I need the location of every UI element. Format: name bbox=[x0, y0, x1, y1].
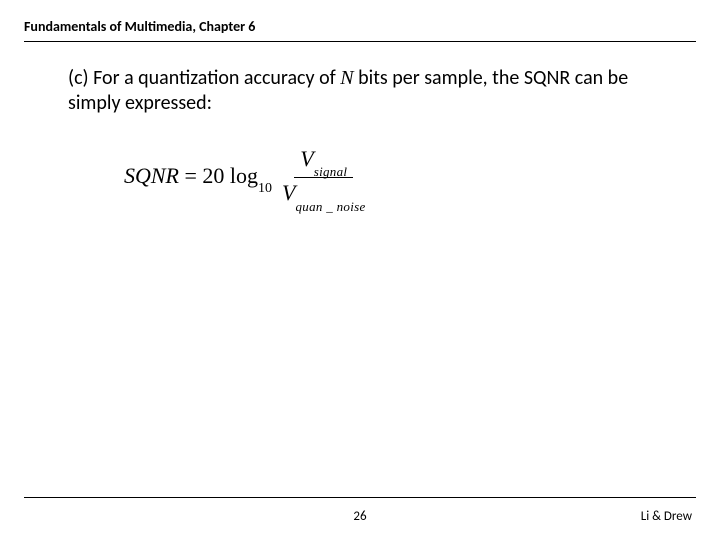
page-number: 26 bbox=[353, 509, 366, 524]
slide-container: Fundamentals of Multimedia, Chapter 6 (c… bbox=[0, 0, 720, 540]
sqnr-equation: SQNR = 20 log10 Vsignal Vquan _ noise bbox=[124, 146, 696, 210]
eq-coeff: 20 bbox=[202, 163, 224, 188]
body-prefix: (c) For a quantization accuracy of bbox=[68, 66, 340, 90]
body-paragraph: (c) For a quantization accuracy of N bit… bbox=[68, 66, 678, 116]
eq-log-base: 10 bbox=[258, 181, 272, 196]
fraction-numerator: Vsignal bbox=[294, 146, 353, 178]
numerator-sub: signal bbox=[314, 164, 348, 179]
fraction-denominator: Vquan _ noise bbox=[276, 178, 372, 209]
header-divider bbox=[24, 41, 696, 42]
denominator-sub: quan _ noise bbox=[296, 199, 366, 214]
authors: Li & Drew bbox=[641, 509, 692, 524]
variable-n: N bbox=[340, 67, 353, 89]
eq-log: log bbox=[224, 163, 258, 188]
equation-fraction: Vsignal Vquan _ noise bbox=[276, 146, 372, 210]
chapter-header: Fundamentals of Multimedia, Chapter 6 bbox=[24, 18, 696, 41]
equation-lhs: SQNR = 20 log10 bbox=[124, 163, 272, 193]
eq-sqnr: SQNR bbox=[124, 163, 179, 188]
eq-equals: = bbox=[179, 163, 202, 188]
numerator-v: V bbox=[300, 146, 313, 171]
denominator-v: V bbox=[282, 180, 295, 205]
footer-divider bbox=[24, 497, 696, 498]
